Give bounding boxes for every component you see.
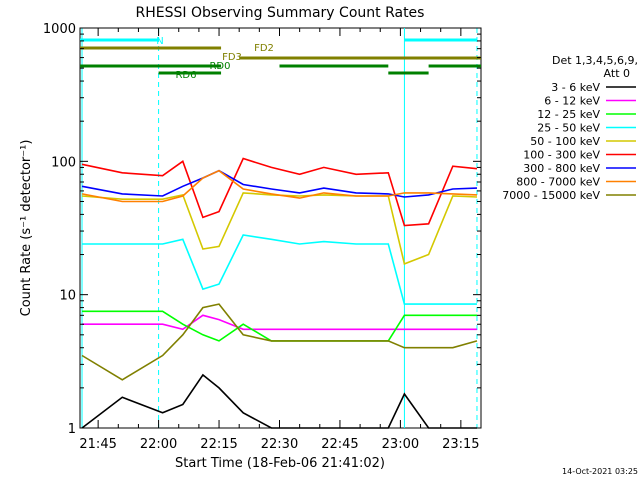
legend-label-12-25-kev: 12 - 25 keV	[537, 108, 600, 121]
y-tick-label: 10	[59, 289, 76, 304]
legend-label-50-100-kev: 50 - 100 keV	[530, 135, 600, 148]
flag-bar-rd0-segment-2	[428, 64, 481, 68]
footer-date: 14-Oct-2021 03:25	[562, 467, 638, 476]
flag-bar-n-segment-1	[404, 38, 477, 42]
series-line-12-25-kev	[82, 310, 477, 342]
legend-label-300-800-kev: 300 - 800 keV	[523, 162, 600, 175]
series-line-50-100-kev	[81, 192, 478, 265]
flag-label-rd0: RD0	[209, 61, 230, 72]
series-line-6-12-kev	[82, 314, 477, 331]
series-group	[81, 157, 478, 429]
vertical-markers	[81, 28, 478, 428]
flag-bar-rd6-segment-1	[388, 71, 429, 75]
y-tick-label: 1000	[43, 22, 76, 37]
legend-label-7000-15000-kev: 7000 - 15000 keV	[502, 189, 600, 202]
flag-bar-n-segment-0	[80, 38, 159, 42]
flag-bar-fd3-segment-0	[239, 56, 481, 60]
flag-label-rd6: RD6	[175, 70, 196, 81]
x-axis-label: Start Time (18-Feb-06 21:41:02)	[175, 456, 385, 471]
y-axis-ticks: 1 10 100 1000	[43, 22, 481, 437]
flag-label-fd3: FD3	[222, 52, 242, 63]
series-line-300-800-kev	[81, 169, 478, 198]
flag-label-fd2: FD2	[254, 43, 274, 54]
flag-bar-rd0-segment-1	[279, 64, 389, 68]
legend-label-100-300-kev: 100 - 300 keV	[523, 149, 600, 162]
series-line-800-7000-kev	[81, 169, 478, 203]
plot-frame	[79, 27, 482, 429]
series-line-3-6-kev	[81, 373, 477, 429]
flag-bar-fd2-segment-0	[80, 46, 222, 50]
y-tick-label: 100	[51, 155, 76, 170]
legend-label-25-50-kev: 25 - 50 keV	[537, 122, 600, 135]
x-tick-label: 22:30	[261, 437, 298, 452]
flag-label-n: N	[156, 36, 163, 47]
series-line-7000-15000-kev	[81, 303, 478, 381]
x-tick-label: 21:45	[79, 437, 116, 452]
x-tick-label: 22:45	[321, 437, 358, 452]
legend-header-line-1: Det 1,3,4,5,6,9,	[552, 54, 638, 67]
x-tick-label: 23:15	[442, 437, 479, 452]
legend-label-6-12-kev: 6 - 12 keV	[544, 95, 600, 108]
series-line-100-300-kev	[81, 157, 478, 227]
flag-bar-rd6-segment-0	[158, 71, 222, 75]
y-axis-label: Count Rate (s⁻¹ detector⁻¹)	[19, 140, 34, 317]
x-axis-ticks: 21:45 22:00 22:15 22:30 22:45 23:00 23:15	[79, 28, 482, 452]
flag-bar-rd0-segment-0	[80, 64, 222, 68]
x-tick-label: 23:00	[382, 437, 419, 452]
chart-title: RHESSI Observing Summary Count Rates	[136, 5, 425, 21]
x-tick-label: 22:00	[140, 437, 177, 452]
legend-header-line-2: Att 0	[604, 67, 630, 80]
y-tick-label: 1	[68, 422, 76, 437]
legend-label-800-7000-kev: 800 - 7000 keV	[516, 176, 600, 189]
x-tick-label: 22:15	[200, 437, 237, 452]
series-line-25-50-kev	[82, 234, 477, 305]
legend-label-3-6-kev: 3 - 6 keV	[551, 81, 600, 94]
